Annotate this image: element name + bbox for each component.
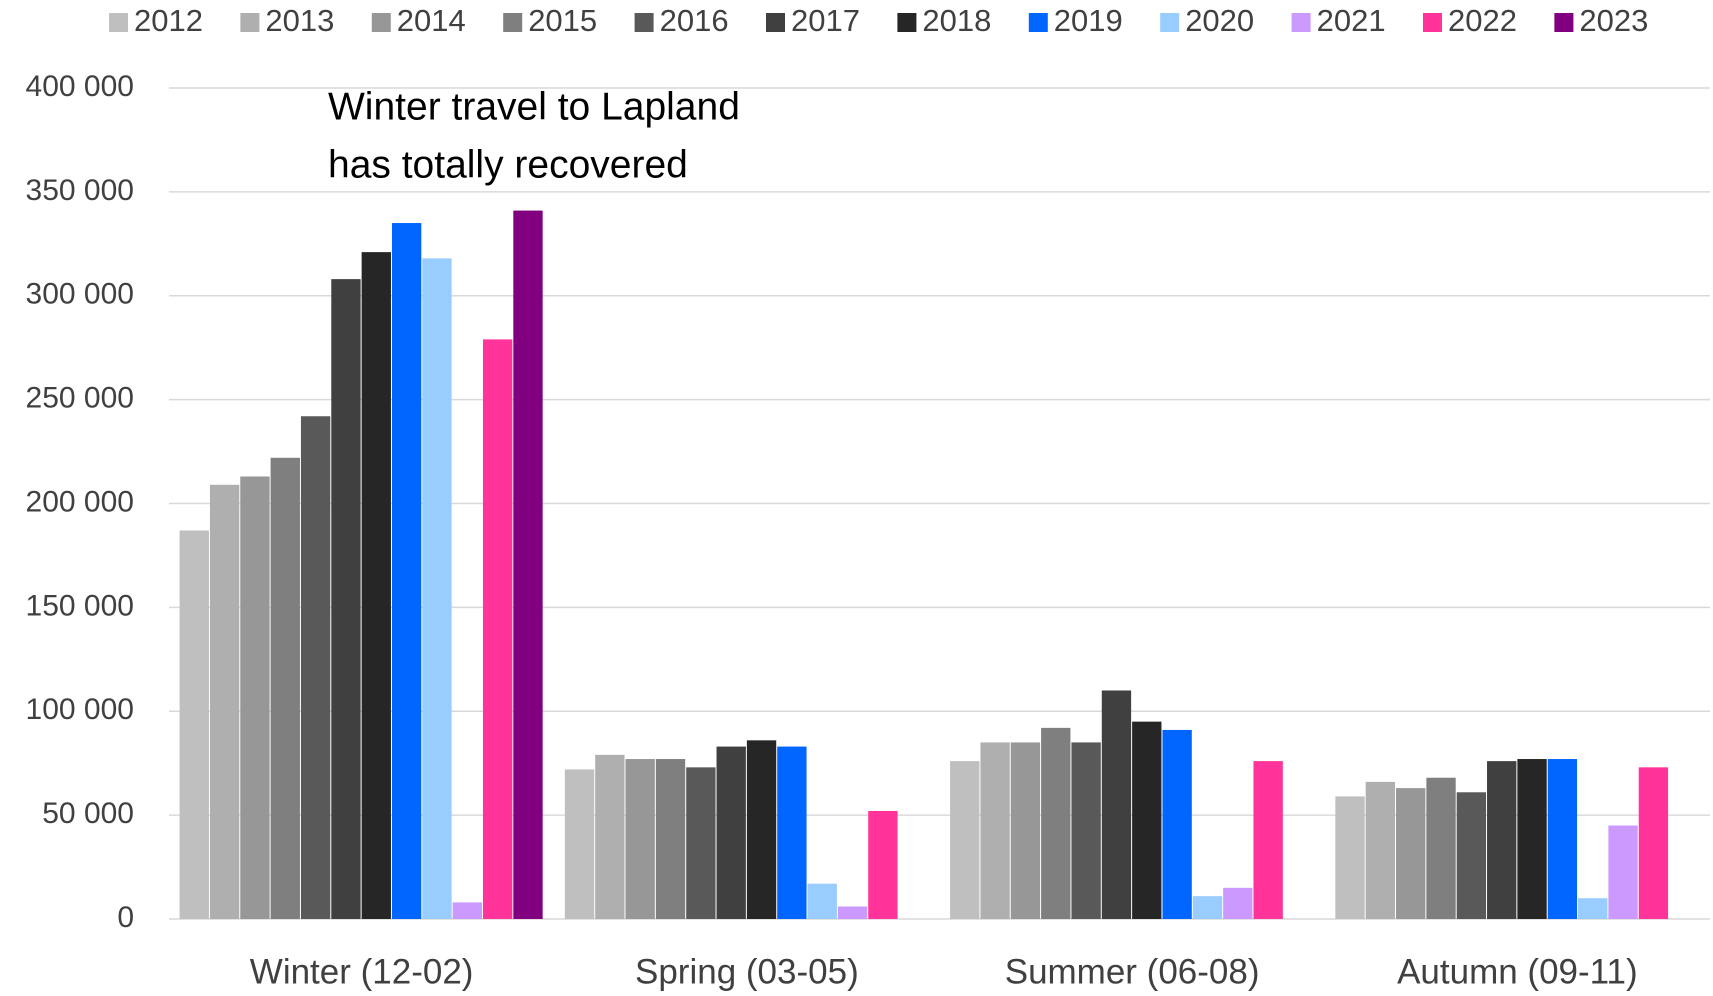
- bar: [807, 883, 837, 919]
- y-tick-label: 0: [117, 901, 134, 934]
- legend-swatch: [1160, 13, 1180, 32]
- bar: [564, 769, 595, 919]
- bar: [716, 746, 746, 919]
- x-tick-label: Autumn (09-11): [1397, 952, 1638, 991]
- legend-label: 2019: [1054, 3, 1123, 38]
- x-tick-label: Summer (06-08): [1005, 952, 1260, 991]
- bar: [1517, 759, 1547, 919]
- bar: [1101, 690, 1132, 919]
- legend-label: 2021: [1317, 3, 1386, 38]
- y-tick-label: 350 000: [26, 174, 134, 207]
- bar: [1456, 792, 1487, 919]
- bar: [1396, 788, 1426, 919]
- bar: [1365, 781, 1396, 919]
- bar: [1335, 796, 1365, 919]
- y-tick-label: 50 000: [42, 797, 134, 830]
- bar: [625, 759, 655, 919]
- y-tick-label: 400 000: [26, 70, 134, 103]
- bar: [595, 754, 625, 919]
- y-tick-label: 250 000: [26, 382, 134, 415]
- bar: [950, 761, 980, 919]
- x-tick-label: Spring (03-05): [635, 952, 859, 991]
- legend-swatch: [1291, 13, 1311, 32]
- legend-swatch: [371, 13, 391, 32]
- bar: [777, 746, 807, 919]
- bar: [179, 530, 209, 919]
- bar: [1041, 727, 1071, 919]
- legend-swatch: [503, 13, 523, 32]
- legend-swatch: [1423, 13, 1442, 32]
- bar: [1223, 887, 1253, 919]
- annotation: has totally recovered: [328, 143, 688, 186]
- y-tick-label: 100 000: [26, 693, 134, 726]
- annotation: Winter travel to Lapland: [328, 85, 740, 128]
- bar: [240, 476, 270, 919]
- bar: [1547, 759, 1578, 919]
- legend-swatch: [1028, 13, 1048, 32]
- x-tick-label: Winter (12-02): [250, 952, 474, 991]
- bar: [300, 416, 331, 919]
- bar: [331, 279, 361, 919]
- legend-label: 2013: [265, 3, 334, 38]
- bar: [209, 484, 240, 919]
- bar: [422, 258, 452, 920]
- legend-label: 2023: [1579, 3, 1648, 38]
- bar: [1192, 896, 1223, 919]
- y-tick-label: 300 000: [26, 278, 134, 311]
- bar: [361, 252, 391, 919]
- bar: [1638, 767, 1669, 919]
- bar: [1162, 729, 1192, 919]
- bar: [1578, 898, 1608, 919]
- legend-swatch: [1554, 13, 1574, 32]
- legend-label: 2016: [660, 3, 729, 38]
- legend-swatch: [634, 13, 654, 32]
- legend-label: 2015: [528, 3, 597, 38]
- bar: [868, 810, 898, 919]
- legend-swatch: [766, 13, 785, 32]
- bar: [513, 210, 543, 919]
- y-tick-label: 200 000: [26, 485, 134, 518]
- legend-label: 2020: [1185, 3, 1254, 38]
- bar: [1426, 777, 1456, 919]
- bar: [686, 767, 716, 919]
- bar: [1253, 761, 1283, 919]
- legend-label: 2022: [1448, 3, 1517, 38]
- bar: [270, 457, 300, 919]
- bar: [980, 742, 1010, 919]
- bar: [482, 339, 513, 919]
- bar: [1487, 761, 1517, 919]
- bar: [1608, 825, 1638, 919]
- legend-label: 2012: [134, 3, 203, 38]
- bar: [391, 223, 422, 920]
- bar: [1071, 742, 1101, 919]
- legend-label: 2014: [397, 3, 466, 38]
- legend-swatch: [240, 13, 260, 32]
- y-tick-label: 150 000: [26, 589, 134, 622]
- legend-label: 2017: [791, 3, 860, 38]
- bar: [746, 740, 777, 919]
- bar: [655, 759, 686, 919]
- legend-swatch: [109, 13, 128, 32]
- legend-label: 2018: [922, 3, 991, 38]
- bar: [1010, 742, 1041, 919]
- legend-swatch: [897, 13, 917, 32]
- bar: [837, 906, 868, 919]
- bar: [1132, 721, 1162, 919]
- bar: [452, 902, 482, 919]
